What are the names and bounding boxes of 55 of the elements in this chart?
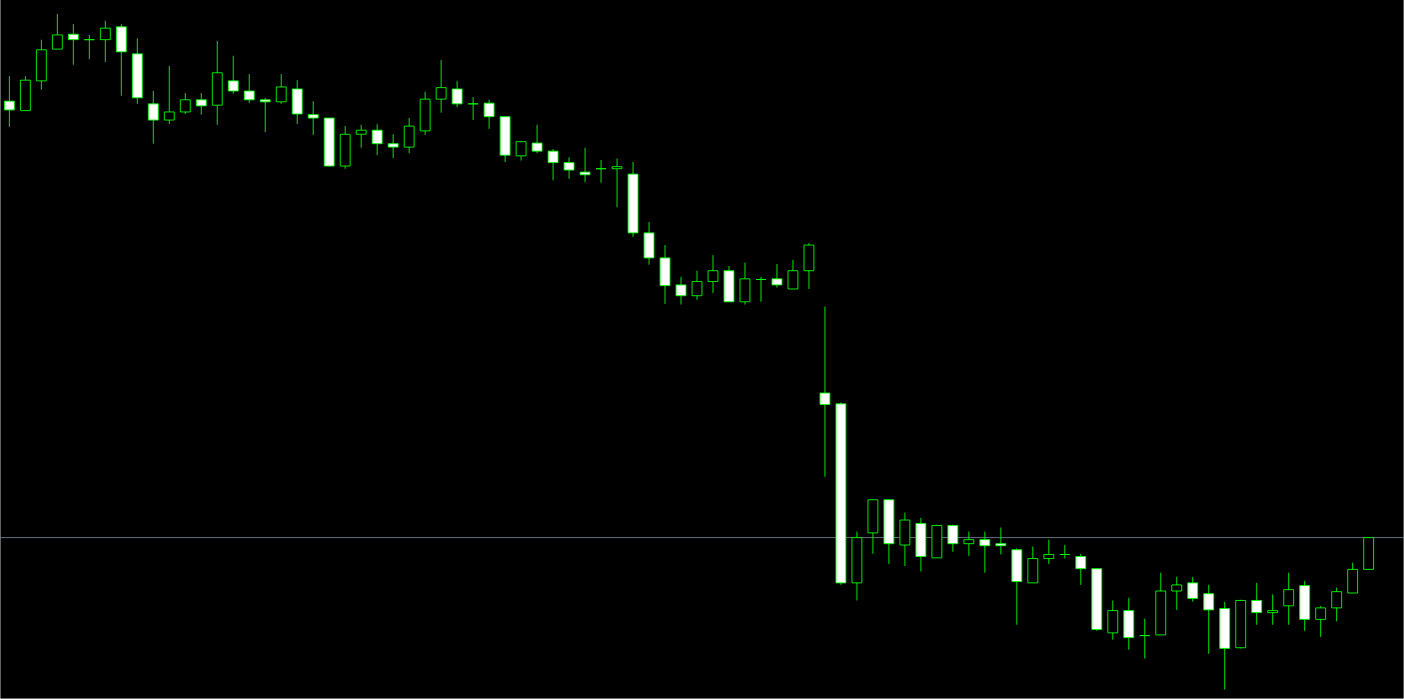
candlestick — [1203, 584, 1215, 655]
candlestick — [435, 59, 447, 114]
candlestick — [51, 13, 63, 50]
candlestick — [995, 527, 1007, 556]
candlestick — [579, 147, 591, 183]
candlestick — [83, 34, 95, 60]
candlestick — [1107, 600, 1119, 641]
candlestick — [451, 80, 463, 108]
candlestick — [99, 20, 111, 63]
candlestick — [1283, 572, 1295, 626]
candlestick — [307, 100, 319, 136]
candlestick — [1171, 576, 1183, 611]
candlestick — [531, 124, 543, 154]
candlestick — [1347, 562, 1359, 594]
candlestick — [371, 123, 383, 156]
candlestick — [1059, 544, 1071, 560]
candlestick — [611, 158, 623, 208]
candlestick — [3, 75, 15, 128]
candlestick — [147, 90, 159, 145]
candlestick — [195, 92, 207, 116]
candlestick — [1187, 576, 1199, 603]
candlestick — [547, 148, 559, 181]
candlestick — [963, 531, 975, 557]
candlestick — [67, 23, 79, 66]
candlestick — [563, 156, 575, 180]
candlestick — [1267, 594, 1279, 626]
candlestick — [595, 159, 607, 184]
candlestick — [467, 96, 479, 121]
candlestick — [675, 276, 687, 306]
candlestick — [355, 124, 367, 149]
candlestick — [771, 263, 783, 289]
candlestick — [259, 97, 271, 133]
candlestick — [227, 55, 239, 95]
candlestick — [1075, 553, 1087, 586]
candlestick — [1251, 582, 1263, 626]
candlestick — [1331, 587, 1343, 623]
candlestick — [163, 65, 175, 125]
candlestick — [1315, 605, 1327, 638]
candlestick — [403, 117, 415, 154]
candlestick — [979, 531, 991, 574]
candlestick — [387, 133, 399, 159]
candlestick — [1043, 539, 1055, 565]
candlestick — [755, 276, 767, 303]
candlestick — [275, 73, 287, 105]
candlestick — [947, 524, 959, 553]
candlestick — [739, 262, 751, 306]
candlestick — [691, 270, 703, 301]
candlestick — [179, 92, 191, 115]
candlestick — [819, 306, 831, 478]
candlestick — [243, 73, 255, 104]
candlestick — [787, 259, 799, 290]
candlestick — [1139, 618, 1151, 660]
candlestick — [515, 140, 527, 162]
candlestick — [483, 99, 495, 130]
candlestick — [707, 254, 719, 294]
